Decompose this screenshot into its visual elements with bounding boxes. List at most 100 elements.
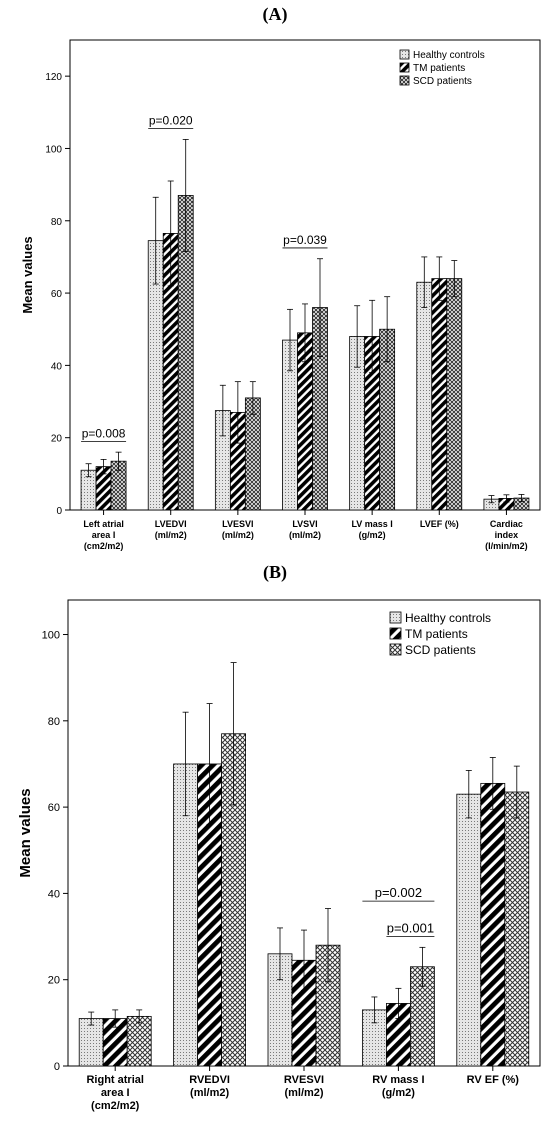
pb-bar-healthy-controls-rv-ef	[456, 793, 482, 1067]
pb-xtick-label-rvedvi: RVEDVI (ml/m2)	[189, 1074, 230, 1099]
pb-bar-scd-patients-right-atrial	[126, 1015, 152, 1067]
pa-bar-scd-patients-lvesvi	[244, 397, 261, 511]
pa-category-lvef	[416, 256, 463, 511]
pb-category-rv-ef	[456, 757, 530, 1067]
pb-error-bar-healthy-controls-rvesvi	[277, 927, 283, 981]
pb-bar-scd-patients-rvesvi	[315, 944, 341, 1067]
pa-bar-scd-patients-lvef	[446, 278, 463, 511]
pa-category-lv-mass-i	[349, 296, 396, 511]
pa-bar-healthy-controls-lvef	[416, 281, 433, 511]
pa-error-bar-scd-patients-lvedvi	[182, 139, 189, 252]
pa-legend-label-tm-patients: TM patients	[413, 63, 465, 74]
pa-legend-label-healthy-controls: Healthy controls	[413, 50, 485, 61]
pa-xtick-label-lvedvi: LVEDVI (ml/m2)	[155, 519, 187, 540]
pb-xtick-label-rv-mass-i: RV mass I (g/m2)	[372, 1074, 424, 1099]
pa-category-lvedvi	[147, 139, 194, 511]
pa-bar-tm-patients-lvef	[431, 278, 448, 511]
pb-ytick-label: 100	[42, 630, 60, 642]
pa-error-bar-healthy-controls-lvedvi	[152, 196, 159, 285]
svg-text:p=0.039: p=0.039	[283, 233, 327, 247]
pa-ytick-label: 120	[45, 72, 62, 83]
pb-legend-swatch-tm-patients	[389, 627, 402, 640]
pa-xtick-label-cardiac: Cardiac index (l/min/m2)	[485, 519, 528, 551]
pb-error-bar-scd-patients-rv-mass-i	[419, 946, 426, 987]
pb-ytick-label: 60	[48, 802, 60, 814]
pa-error-bar-scd-patients-lvsvi	[317, 258, 323, 357]
pb-ytick-label: 0	[54, 1061, 60, 1073]
svg-text:p=0.001: p=0.001	[387, 920, 434, 935]
pb-xtick-label-right-atrial: Right atrial area I (cm2/m2)	[86, 1074, 143, 1112]
pb-xtick-label-rvesvi: RVESVI (ml/m2)	[284, 1074, 324, 1099]
pb-legend: Healthy controls TM patients SCD patients	[389, 611, 491, 657]
pa-ytick-label: 20	[51, 434, 63, 445]
pa-legend-label-scd-patients: SCD patients	[413, 76, 472, 87]
pa-legend-swatch-scd-patients	[399, 75, 410, 86]
pa-legend: Healthy controls TM patients SCD patients	[399, 49, 485, 87]
pa-xtick-label-left-atrial: Left atrial area I (cm2/m2)	[83, 519, 124, 551]
pb-error-bar-scd-patients-rvedvi	[230, 662, 237, 806]
pb-category-rvesvi	[267, 908, 341, 1067]
pb-bar-scd-patients-rv-mass-i	[409, 966, 435, 1067]
pa-ytick-label: 80	[51, 217, 63, 228]
pa-error-bar-scd-patients-lvesvi	[249, 381, 256, 415]
pa-error-bar-healthy-controls-lvsvi	[287, 308, 293, 372]
pa-error-bar-healthy-controls-cardiac	[488, 495, 495, 504]
pb-y-axis-title: Mean values	[17, 788, 34, 877]
pa-xtick-label-lvesvi: LVESVI (ml/m2)	[222, 519, 254, 540]
pb-error-bar-scd-patients-rv-ef	[513, 765, 520, 819]
pa-error-bar-tm-patients-cardiac	[503, 494, 510, 503]
pb-annotation-p-0-002: p=0.002	[362, 885, 435, 902]
pa-error-bar-healthy-controls-lvef	[421, 256, 428, 308]
pa-category-left-atrial	[80, 451, 127, 511]
svg-text:p=0.020: p=0.020	[149, 114, 193, 128]
pb-ytick-label: 20	[48, 975, 60, 987]
pb-legend-label-healthy-controls: Healthy controls	[405, 611, 491, 625]
svg-text:p=0.002: p=0.002	[375, 885, 422, 900]
pa-error-bar-tm-patients-lvesvi	[234, 381, 241, 444]
chart-panel-b: 0 20 40 60 80 100 Mean values Right atrial area …	[17, 599, 541, 1112]
pb-category-rvedvi	[173, 662, 247, 1067]
pa-error-bar-tm-patients-lv-mass-i	[369, 299, 376, 374]
pb-error-bar-tm-patients-right-atrial	[112, 1009, 119, 1028]
pb-legend-swatch-healthy-controls	[389, 611, 402, 624]
pa-xtick-label-lvsvi: LVSVI (ml/m2)	[289, 519, 321, 540]
pa-error-bar-healthy-controls-lvesvi	[219, 384, 226, 437]
pa-y-axis-title: Mean values	[20, 236, 35, 313]
pb-error-bar-healthy-controls-rv-mass-i	[371, 996, 378, 1024]
pb-xtick-label-rv-ef: RV EF (%)	[467, 1074, 520, 1086]
pb-error-bar-tm-patients-rvedvi	[206, 703, 213, 825]
pa-error-bar-tm-patients-lvef	[436, 256, 443, 301]
pb-legend-swatch-scd-patients	[389, 643, 402, 656]
pa-error-bar-tm-patients-lvsvi	[302, 303, 308, 363]
pa-xtick-label-lv-mass-i: LV mass I (g/m2)	[351, 519, 392, 540]
chart-panel-a: 0 20 40 60 80 100 120 Mean values Left atrial are…	[20, 39, 541, 551]
pb-error-bar-healthy-controls-rv-ef	[465, 770, 472, 819]
pb-ytick-label: 80	[48, 716, 60, 728]
pa-legend-swatch-healthy-controls	[399, 49, 410, 60]
pa-category-cardiac	[483, 494, 530, 511]
pb-error-bar-scd-patients-rvesvi	[325, 908, 331, 983]
pb-bar-tm-patients-rv-ef	[480, 782, 506, 1067]
pa-error-bar-scd-patients-cardiac	[518, 494, 525, 503]
pa-error-bar-scd-patients-lv-mass-i	[384, 296, 391, 363]
pa-ytick-label: 40	[51, 361, 63, 372]
pa-annotation-p-0-039: p=0.039	[282, 233, 328, 249]
pb-error-bar-tm-patients-rv-mass-i	[395, 987, 402, 1019]
pa-error-bar-scd-patients-left-atrial	[115, 451, 122, 471]
pa-category-lvesvi	[214, 381, 261, 511]
pa-annotation-p-0-020: p=0.020	[148, 114, 194, 130]
pa-error-bar-healthy-controls-left-atrial	[85, 463, 92, 478]
pb-ytick-label: 40	[48, 888, 60, 900]
pa-error-bar-tm-patients-lvedvi	[167, 180, 174, 287]
pb-bar-healthy-controls-right-atrial	[78, 1018, 104, 1067]
pa-xtick-label-lvef: LVEF (%)	[420, 519, 459, 529]
pa-category-lvsvi	[282, 258, 328, 511]
pb-legend-label-scd-patients: SCD patients	[405, 643, 476, 657]
panel-a-label: (A)	[262, 4, 288, 24]
pa-annotation-p-0-008: p=0.008	[81, 426, 127, 442]
pb-error-bar-healthy-controls-right-atrial	[88, 1011, 95, 1026]
pa-legend-swatch-tm-patients	[399, 62, 410, 73]
svg-text:p=0.008: p=0.008	[82, 426, 126, 440]
pa-ytick-label: 100	[45, 144, 62, 155]
pb-bar-scd-patients-rv-ef	[504, 791, 530, 1067]
